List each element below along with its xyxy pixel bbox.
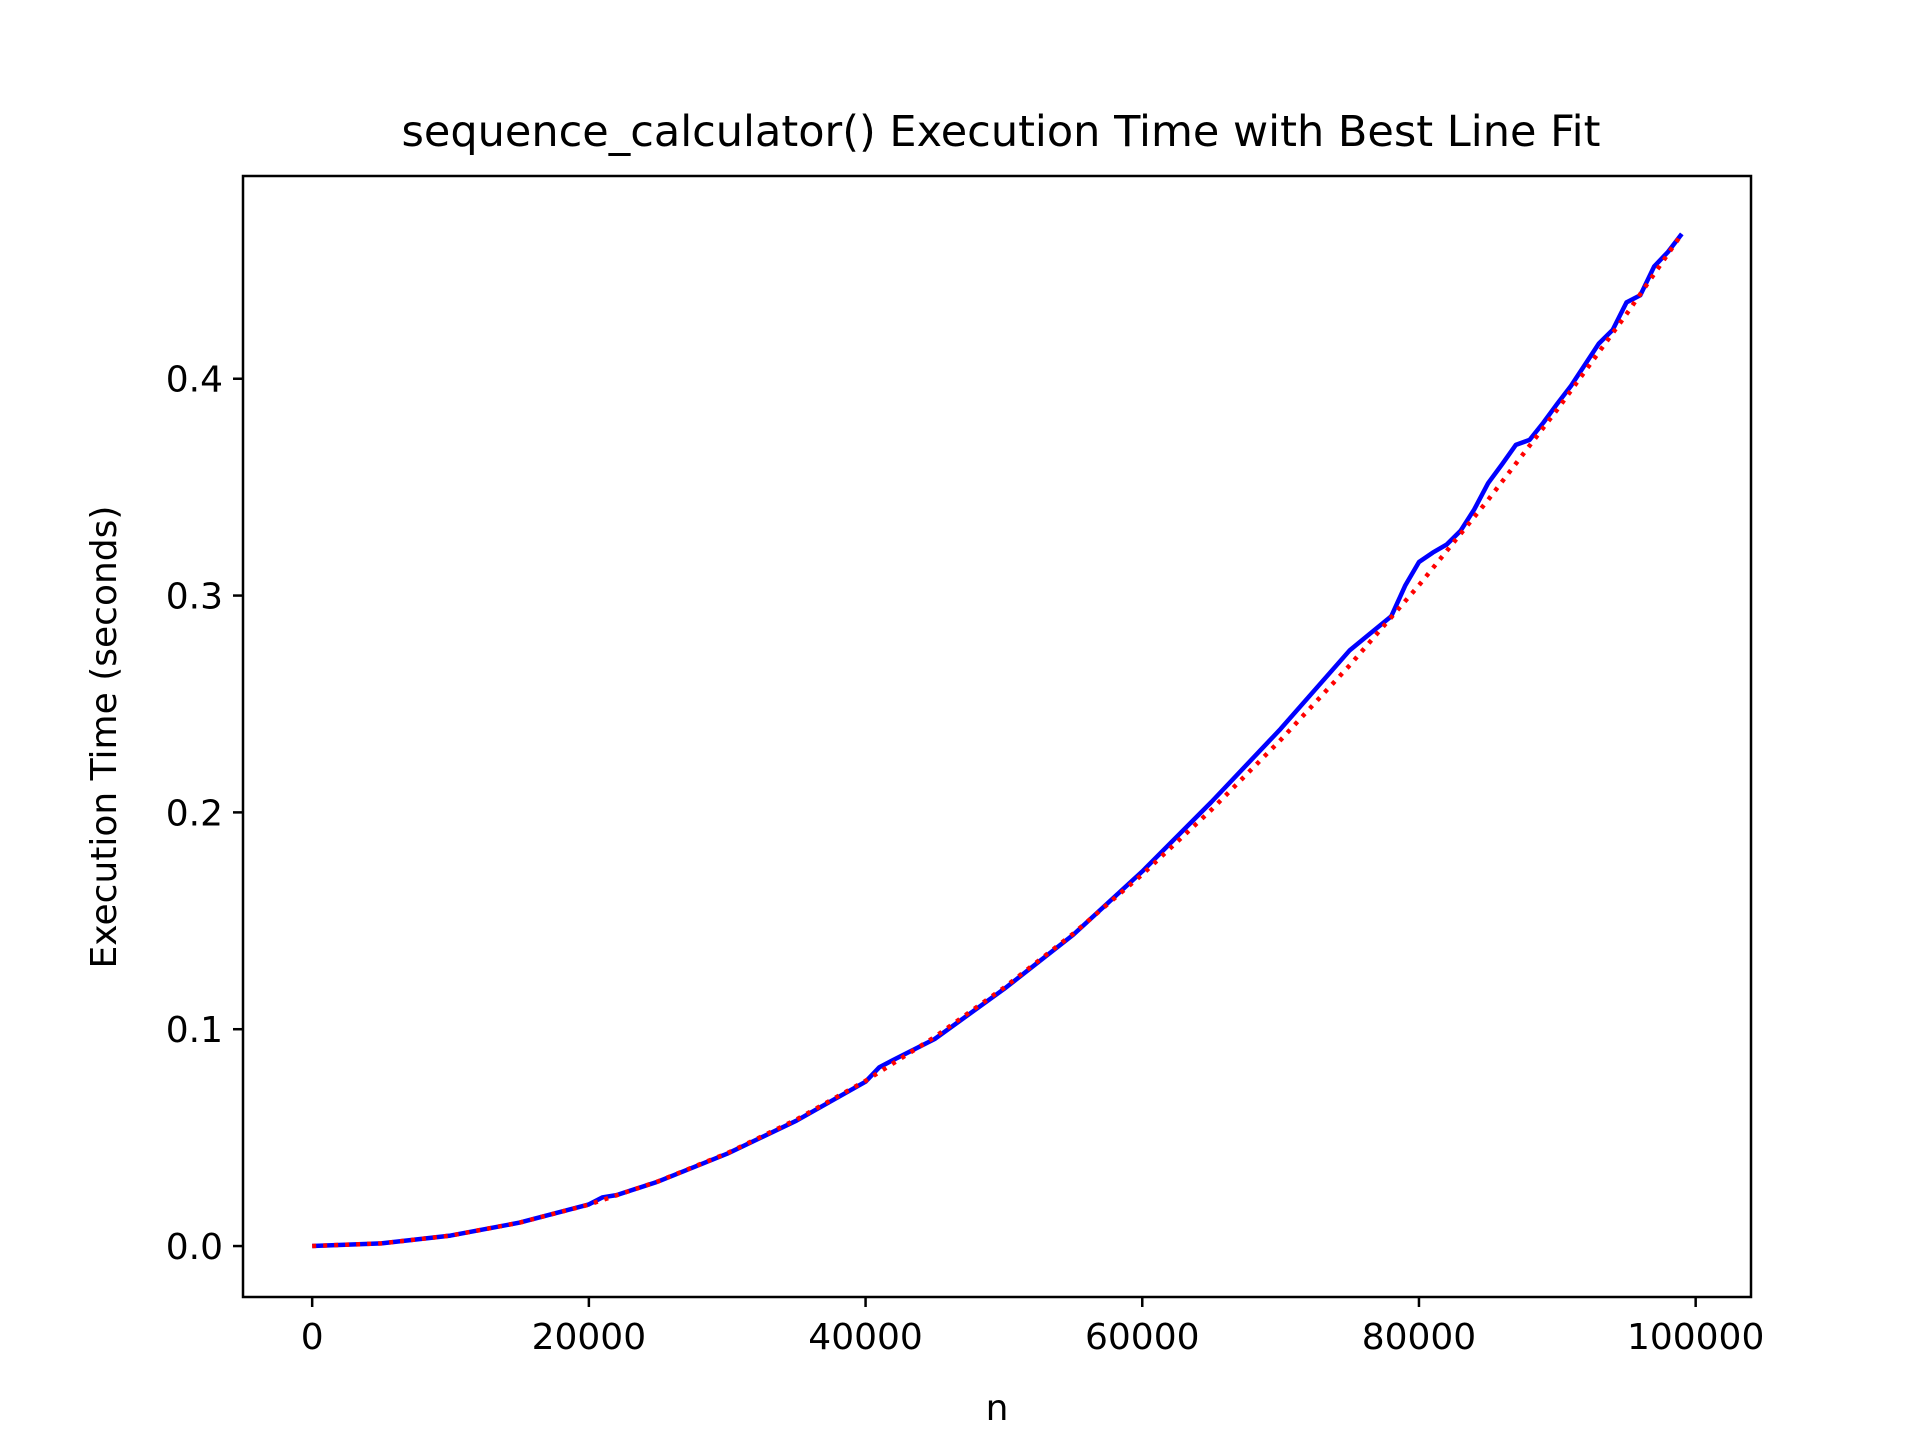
x-axis-ticks: 0 20000 40000 60000 80000 100000 xyxy=(301,1297,1764,1358)
x-tick-label: 100000 xyxy=(1627,1317,1764,1358)
x-tick-label: 60000 xyxy=(1085,1317,1200,1358)
series-layer xyxy=(312,232,1684,1249)
y-tick-label: 0.1 xyxy=(166,1010,223,1051)
chart-title: sequence_calculator() Execution Time wit… xyxy=(402,107,1601,157)
x-tick-label: 0 xyxy=(301,1317,324,1358)
y-axis-label: Execution Time (seconds) xyxy=(84,506,125,969)
y-tick-label: 0.4 xyxy=(166,360,223,401)
measured-line-solid-series-0 xyxy=(312,232,1684,1249)
x-tick-label: 40000 xyxy=(808,1317,923,1358)
plot-area-frame xyxy=(241,174,1753,1299)
y-tick-label: 0.2 xyxy=(166,793,223,834)
x-axis-label: n xyxy=(986,1388,1009,1429)
y-tick-label: 0.0 xyxy=(166,1227,223,1268)
x-tick-label: 80000 xyxy=(1362,1317,1477,1358)
fit-line-dotted-series-1 xyxy=(312,232,1684,1249)
y-tick-label: 0.3 xyxy=(166,577,223,618)
x-tick-label: 20000 xyxy=(532,1317,647,1358)
y-axis-ticks: 0.0 0.1 0.2 0.3 0.4 xyxy=(166,360,243,1268)
